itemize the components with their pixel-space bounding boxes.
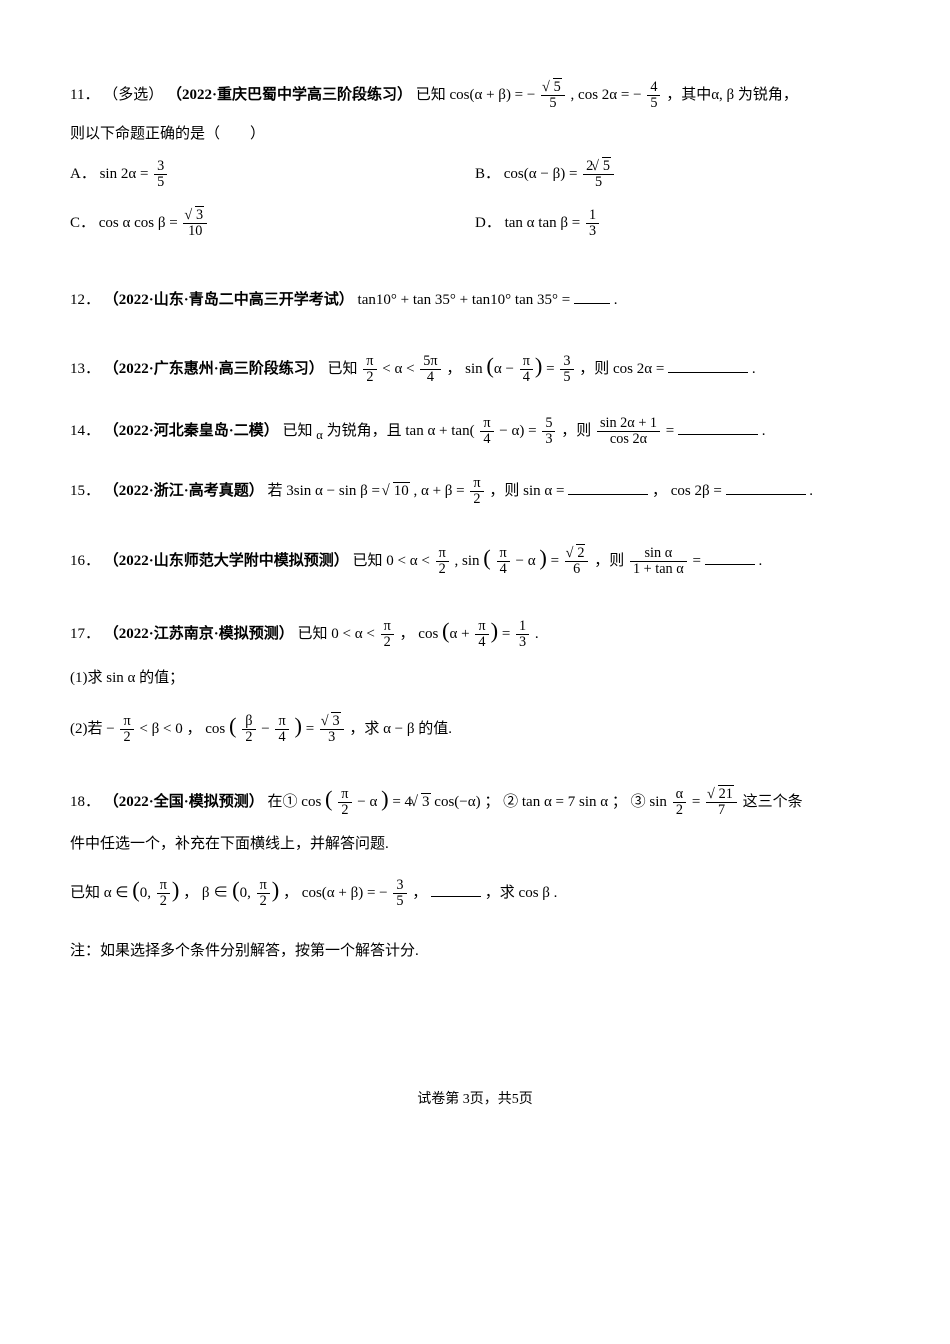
problem-13: 13． （2022·广东惠州·高三阶段练习） 已知 π2 < α < 5π4 ，… — [70, 343, 880, 388]
q11-optA: A． sin 2α = 3 5 — [70, 159, 475, 190]
q16-blank — [705, 549, 755, 565]
problem-18: 18． （2022·全国·模拟预测） 在① cos ( π2 − α ) = 4… — [70, 776, 880, 966]
q11-tag: （多选） — [103, 87, 163, 103]
q11-optC: C． cos α cos β = 3 10 — [70, 208, 475, 239]
q15-src: （2022·浙江·高考真题） — [104, 483, 264, 499]
q12-src: （2022·山东·青岛二中高三开学考试） — [104, 292, 354, 308]
q11-expr: cos(α + β) = − 5 5 , cos 2α = − 4 5 — [450, 87, 667, 103]
problem-15: 15． （2022·浙江·高考真题） 若 3sin α − sin β = 10… — [70, 476, 880, 507]
page-footer: 试卷第 3页，共5页 — [70, 1086, 880, 1114]
q11-optB: B． cos(α − β) = 25 5 — [475, 159, 880, 190]
q15-blank2 — [726, 479, 806, 495]
q11-frac2: 4 5 — [647, 80, 660, 111]
q18-line2: 件中任选一个，补充在下面横线上，并解答问题. — [70, 829, 880, 859]
q17-num: 17． — [70, 626, 100, 642]
q18-num: 18． — [70, 794, 100, 810]
q18-blank — [431, 881, 481, 897]
q11-stem-prefix: 已知 — [416, 87, 446, 103]
q14-num: 14． — [70, 423, 100, 439]
q11-options: A． sin 2α = 3 5 B． cos(α − β) = 25 5 C． — [70, 159, 880, 257]
q16-src: （2022·山东师范大学附中模拟预测） — [104, 553, 349, 569]
problem-16: 16． （2022·山东师范大学附中模拟预测） 已知 0 < α < π2 , … — [70, 535, 880, 580]
q15-num: 15． — [70, 483, 100, 499]
q14-blank — [678, 419, 758, 435]
q18-note: 注：如果选择多个条件分别解答，按第一个解答计分. — [70, 936, 880, 966]
q18-line3: 已知 α ∈ (0, π2) ， β ∈ (0, π2) ， cos(α + β… — [70, 867, 880, 912]
problem-12: 12． （2022·山东·青岛二中高三开学考试） tan10° + tan 35… — [70, 285, 880, 315]
q16-num: 16． — [70, 553, 100, 569]
problem-17: 17． （2022·江苏南京·模拟预测） 已知 0 < α < π2 ， cos… — [70, 608, 880, 748]
q13-src: （2022·广东惠州·高三阶段练习） — [104, 361, 324, 377]
q17-src: （2022·江苏南京·模拟预测） — [104, 626, 294, 642]
problem-11: 11． （多选） （2022·重庆巴蜀中学高三阶段练习） 已知 cos(α + … — [70, 80, 880, 257]
q12-num: 12． — [70, 292, 100, 308]
q18-src: （2022·全国·模拟预测） — [104, 794, 264, 810]
q12-blank — [574, 288, 610, 304]
q11-stem: 11． （多选） （2022·重庆巴蜀中学高三阶段练习） 已知 cos(α + … — [70, 80, 880, 111]
q11-src: （2022·重庆巴蜀中学高三阶段练习） — [167, 87, 412, 103]
q11-optD: D． tan α tan β = 1 3 — [475, 208, 880, 239]
q14-src: （2022·河北秦皇岛·二模） — [104, 423, 279, 439]
q12-expr: tan10° + tan 35° + tan10° tan 35° = — [358, 292, 571, 308]
q11-frac1: 5 5 — [541, 80, 565, 111]
q15-blank1 — [568, 479, 648, 495]
q11-stem-suffix: ，其中α, β 为锐角， — [666, 87, 798, 103]
q13-blank — [668, 357, 748, 373]
q11-num: 11． — [70, 87, 99, 103]
problem-14: 14． （2022·河北秦皇岛·二模） 已知 α 为锐角，且 tan α + t… — [70, 416, 880, 448]
q17-sub2: (2)若 − π2 < β < 0 ， cos ( β2 − π4 ) = 33… — [70, 703, 880, 748]
q17-sub1: (1)求 sin α 的值； — [70, 663, 880, 693]
q13-num: 13． — [70, 361, 100, 377]
q11-line2: 则以下命题正确的是（ ） — [70, 119, 880, 149]
